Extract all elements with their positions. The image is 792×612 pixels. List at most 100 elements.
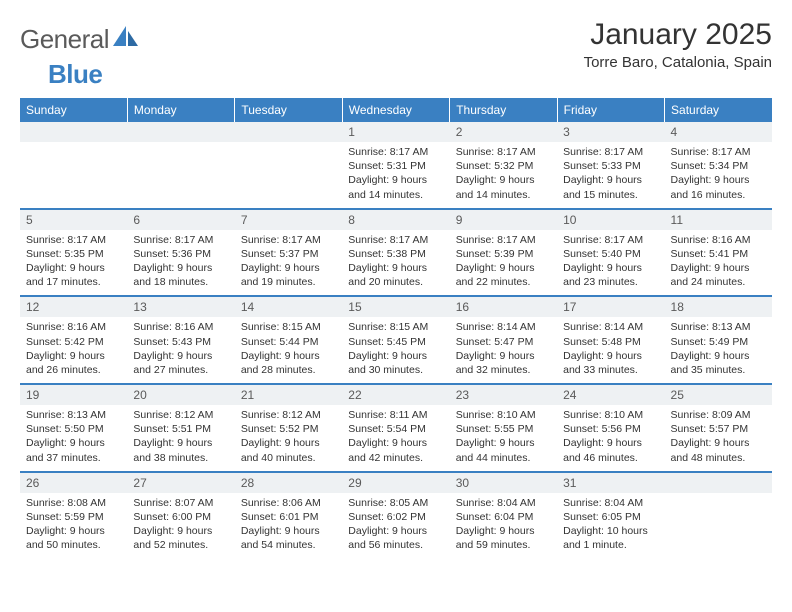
sunset-text: Sunset: 5:51 PM <box>133 422 228 436</box>
day-info-cell: Sunrise: 8:15 AMSunset: 5:44 PMDaylight:… <box>235 317 342 384</box>
calendar-page: General January 2025 Torre Baro, Catalon… <box>20 18 772 558</box>
day-number-cell <box>235 122 342 142</box>
sunrise-text: Sunrise: 8:17 AM <box>563 145 658 159</box>
day-number-cell: 24 <box>557 384 664 405</box>
sunrise-text: Sunrise: 8:16 AM <box>133 320 228 334</box>
day-number-cell: 22 <box>342 384 449 405</box>
day-number: 17 <box>557 297 664 317</box>
daylight-text: Daylight: 9 hours <box>133 261 228 275</box>
sunrise-text: Sunrise: 8:08 AM <box>26 496 121 510</box>
day-number-cell: 2 <box>450 122 557 142</box>
sunset-text: Sunset: 5:57 PM <box>671 422 766 436</box>
daylight-text: Daylight: 9 hours <box>563 436 658 450</box>
sunset-text: Sunset: 6:00 PM <box>133 510 228 524</box>
daylight-text: and 18 minutes. <box>133 275 228 289</box>
daylight-text: and 30 minutes. <box>348 363 443 377</box>
daylight-text: Daylight: 10 hours <box>563 524 658 538</box>
sunset-text: Sunset: 6:05 PM <box>563 510 658 524</box>
daylight-text: and 40 minutes. <box>241 451 336 465</box>
day-number-cell: 18 <box>665 296 772 317</box>
sunset-text: Sunset: 5:49 PM <box>671 335 766 349</box>
sunrise-text: Sunrise: 8:09 AM <box>671 408 766 422</box>
day-number: 21 <box>235 385 342 405</box>
day-header: Monday <box>127 98 234 122</box>
day-number: 28 <box>235 473 342 493</box>
sunset-text: Sunset: 5:38 PM <box>348 247 443 261</box>
sunset-text: Sunset: 5:50 PM <box>26 422 121 436</box>
daylight-text: and 35 minutes. <box>671 363 766 377</box>
daylight-text: Daylight: 9 hours <box>456 261 551 275</box>
day-number-cell: 14 <box>235 296 342 317</box>
day-number-cell: 25 <box>665 384 772 405</box>
sunset-text: Sunset: 5:37 PM <box>241 247 336 261</box>
day-number: 26 <box>20 473 127 493</box>
sunset-text: Sunset: 5:44 PM <box>241 335 336 349</box>
day-number: 15 <box>342 297 449 317</box>
daylight-text: Daylight: 9 hours <box>563 261 658 275</box>
day-number-cell: 15 <box>342 296 449 317</box>
day-number-cell: 19 <box>20 384 127 405</box>
daylight-text: Daylight: 9 hours <box>241 524 336 538</box>
daylight-text: and 50 minutes. <box>26 538 121 552</box>
daylight-text: Daylight: 9 hours <box>563 349 658 363</box>
sunrise-text: Sunrise: 8:16 AM <box>26 320 121 334</box>
daylight-text: Daylight: 9 hours <box>348 261 443 275</box>
day-info-cell <box>127 142 234 209</box>
day-number: 25 <box>665 385 772 405</box>
sunset-text: Sunset: 5:47 PM <box>456 335 551 349</box>
daynum-row: 262728293031 <box>20 472 772 493</box>
daylight-text: and 17 minutes. <box>26 275 121 289</box>
daylight-text: and 56 minutes. <box>348 538 443 552</box>
day-number: 16 <box>450 297 557 317</box>
sunset-text: Sunset: 5:56 PM <box>563 422 658 436</box>
brand-name-b: Blue <box>48 59 102 89</box>
daylight-text: and 42 minutes. <box>348 451 443 465</box>
day-number-cell: 29 <box>342 472 449 493</box>
day-info-cell: Sunrise: 8:17 AMSunset: 5:32 PMDaylight:… <box>450 142 557 209</box>
day-info-cell: Sunrise: 8:07 AMSunset: 6:00 PMDaylight:… <box>127 493 234 559</box>
daylight-text: Daylight: 9 hours <box>671 261 766 275</box>
daylight-text: Daylight: 9 hours <box>348 173 443 187</box>
daylight-text: and 22 minutes. <box>456 275 551 289</box>
day-number-cell: 11 <box>665 209 772 230</box>
day-number-cell: 23 <box>450 384 557 405</box>
daylight-text: Daylight: 9 hours <box>26 349 121 363</box>
day-number-cell: 30 <box>450 472 557 493</box>
day-number-cell: 21 <box>235 384 342 405</box>
daylight-text: Daylight: 9 hours <box>241 349 336 363</box>
day-info-cell: Sunrise: 8:17 AMSunset: 5:39 PMDaylight:… <box>450 230 557 297</box>
daylight-text: and 1 minute. <box>563 538 658 552</box>
daylight-text: and 26 minutes. <box>26 363 121 377</box>
sunset-text: Sunset: 5:39 PM <box>456 247 551 261</box>
info-row: Sunrise: 8:17 AMSunset: 5:31 PMDaylight:… <box>20 142 772 209</box>
day-number-cell: 20 <box>127 384 234 405</box>
daylight-text: and 38 minutes. <box>133 451 228 465</box>
sunset-text: Sunset: 5:52 PM <box>241 422 336 436</box>
day-info-cell: Sunrise: 8:14 AMSunset: 5:48 PMDaylight:… <box>557 317 664 384</box>
day-number-cell: 26 <box>20 472 127 493</box>
sunset-text: Sunset: 5:31 PM <box>348 159 443 173</box>
sunrise-text: Sunrise: 8:17 AM <box>563 233 658 247</box>
daylight-text: and 48 minutes. <box>671 451 766 465</box>
day-info-cell: Sunrise: 8:04 AMSunset: 6:05 PMDaylight:… <box>557 493 664 559</box>
day-number-cell: 17 <box>557 296 664 317</box>
daylight-text: Daylight: 9 hours <box>671 436 766 450</box>
day-number-cell: 8 <box>342 209 449 230</box>
day-number: 22 <box>342 385 449 405</box>
daylight-text: Daylight: 9 hours <box>456 436 551 450</box>
sunrise-text: Sunrise: 8:17 AM <box>671 145 766 159</box>
daylight-text: Daylight: 9 hours <box>348 349 443 363</box>
day-number: 12 <box>20 297 127 317</box>
day-number: 10 <box>557 210 664 230</box>
day-header: Saturday <box>665 98 772 122</box>
day-number: 20 <box>127 385 234 405</box>
daylight-text: Daylight: 9 hours <box>26 436 121 450</box>
day-number: 6 <box>127 210 234 230</box>
daylight-text: and 59 minutes. <box>456 538 551 552</box>
brand-name-a: General <box>20 24 109 55</box>
calendar-header-row: SundayMondayTuesdayWednesdayThursdayFrid… <box>20 98 772 122</box>
day-number-cell: 6 <box>127 209 234 230</box>
daynum-row: 19202122232425 <box>20 384 772 405</box>
daylight-text: Daylight: 9 hours <box>563 173 658 187</box>
day-number: 27 <box>127 473 234 493</box>
